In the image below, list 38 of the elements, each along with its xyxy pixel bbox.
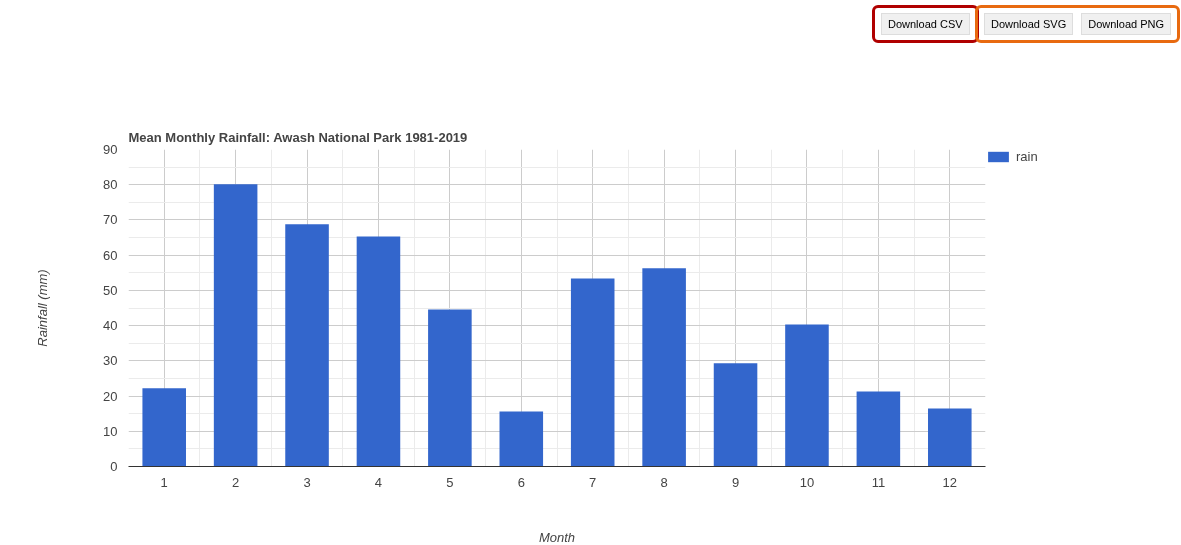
x-tick-label: 11	[871, 474, 886, 490]
legend-label: rain	[1016, 149, 1038, 164]
x-tick-label: 9	[731, 474, 740, 490]
y-tick-label: 10	[103, 423, 118, 439]
y-tick-label: 0	[110, 459, 118, 474]
y-axis-title: Rainfall (mm)	[35, 269, 51, 347]
x-tick-label: 4	[374, 474, 383, 490]
y-tick-label: 80	[103, 177, 118, 193]
bar	[785, 324, 829, 467]
bar	[928, 408, 972, 467]
y-tick-label: 70	[103, 212, 118, 228]
x-tick-label: 5	[446, 474, 454, 490]
x-tick-label: 1	[160, 474, 168, 490]
x-tick-label: 10	[799, 474, 815, 490]
x-tick-label: 12	[942, 474, 958, 490]
bar	[285, 224, 329, 467]
y-tick-label: 90	[103, 142, 118, 157]
chart-title: Mean Monthly Rainfall: Awash National Park 1981-2019	[128, 129, 468, 145]
bar	[356, 236, 401, 467]
x-tick-label: 8	[660, 474, 668, 490]
bar	[499, 411, 544, 467]
y-tick-label: 40	[103, 318, 118, 334]
bar	[213, 184, 258, 467]
bar	[856, 391, 901, 467]
bar	[642, 268, 686, 467]
y-tick-label: 50	[103, 282, 118, 298]
x-tick-label: 6	[517, 474, 525, 490]
bar	[428, 309, 472, 467]
x-tick-label: 2	[232, 474, 240, 490]
x-axis-title: Month	[538, 529, 576, 545]
y-tick-label: 60	[103, 247, 118, 263]
bar	[570, 278, 615, 467]
x-tick-label: 7	[589, 474, 597, 490]
bar	[713, 363, 758, 467]
y-tick-label: 20	[103, 388, 118, 404]
x-tick-label: 3	[303, 474, 311, 490]
y-tick-label: 30	[103, 353, 118, 369]
bar	[142, 388, 186, 467]
